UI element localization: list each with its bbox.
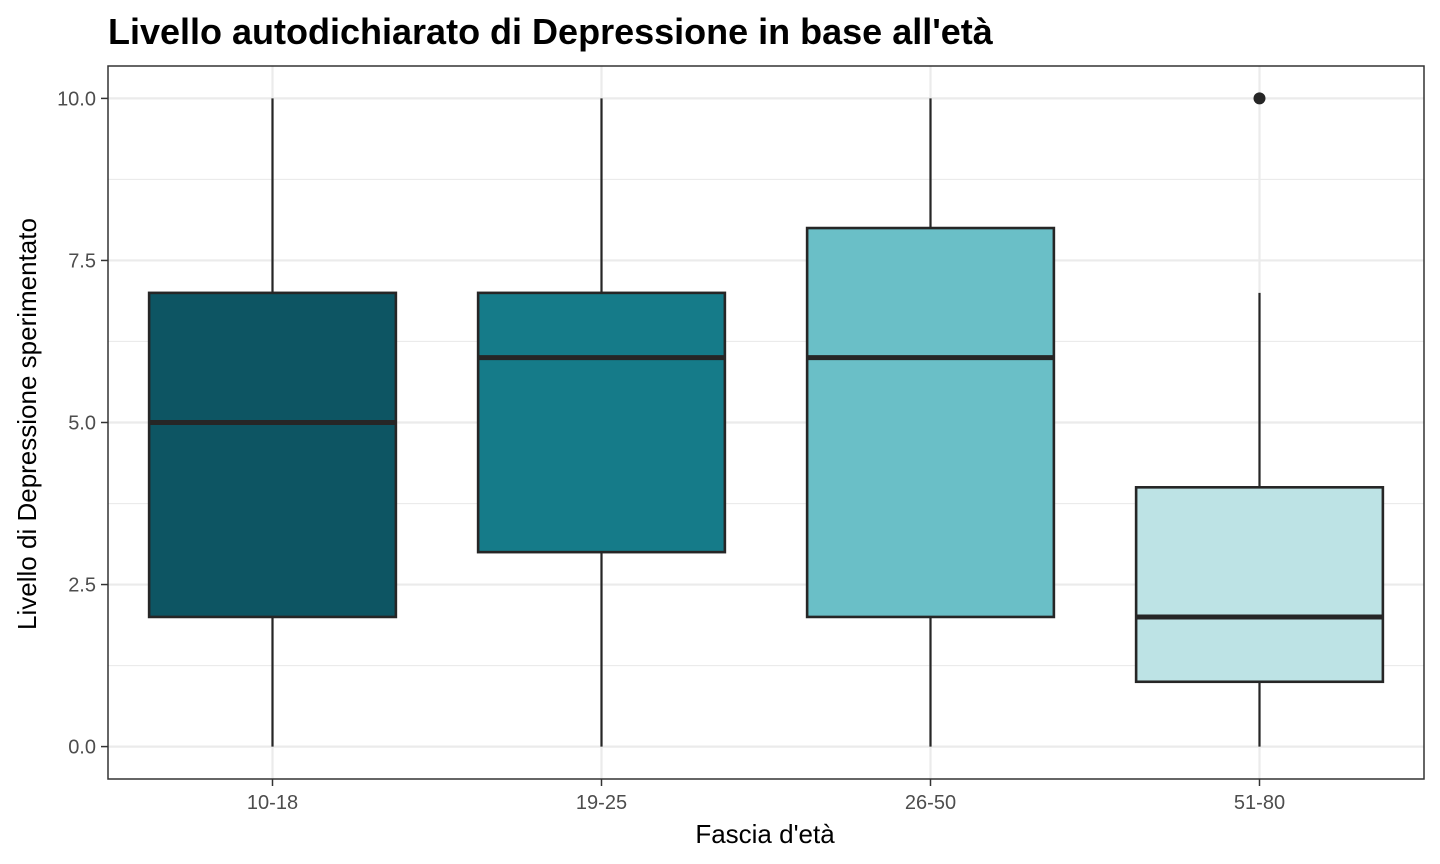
- x-tick-label: 26-50: [905, 792, 956, 814]
- box-series: [147, 92, 1385, 747]
- outlier-point: [1253, 92, 1266, 105]
- box-iqr: [476, 291, 727, 554]
- box-iqr: [1134, 486, 1385, 684]
- x-tick-label: 19-25: [576, 792, 627, 814]
- x-tick-label: 10-18: [247, 792, 298, 814]
- box-group-26-50: [805, 98, 1056, 747]
- y-tick-label: 7.5: [68, 250, 96, 272]
- x-axis: 10-18 19-25 26-50 51-80: [247, 779, 1285, 814]
- y-tick-label: 0.0: [68, 737, 96, 759]
- x-tick-label: 51-80: [1234, 792, 1285, 814]
- chart-title: Livello autodichiarato di Depressione in…: [108, 11, 994, 52]
- y-tick-label: 5.0: [68, 413, 96, 435]
- y-axis-title: Livello di Depressione sperimentato: [12, 218, 42, 630]
- box-group-10-18: [147, 98, 398, 747]
- box-group-51-80: [1134, 92, 1385, 747]
- y-tick-label: 2.5: [68, 575, 96, 597]
- x-axis-title: Fascia d'età: [695, 819, 835, 849]
- box-iqr: [147, 291, 398, 619]
- box-iqr: [805, 226, 1056, 619]
- y-axis: 0.0 2.5 5.0 7.5 10.0: [57, 88, 108, 759]
- box-group-19-25: [476, 98, 727, 747]
- y-tick-label: 10.0: [57, 88, 96, 110]
